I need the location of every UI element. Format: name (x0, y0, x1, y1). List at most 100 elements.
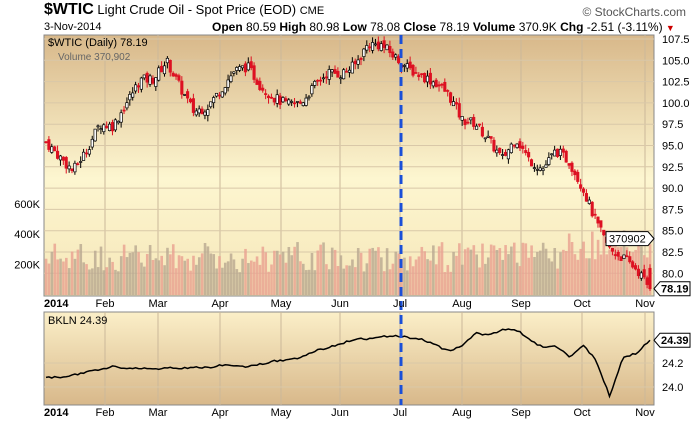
candle-body (188, 98, 193, 103)
volume-bar (99, 246, 103, 295)
candle-body (61, 156, 65, 161)
candle-body (365, 45, 369, 51)
x-tick-label: Jun (331, 407, 349, 419)
candle-body (232, 71, 236, 74)
candle-body (397, 56, 401, 64)
volume-bar (527, 257, 531, 295)
volume-bar (495, 249, 499, 295)
volume-bar (640, 246, 643, 295)
volume-bar (515, 262, 519, 295)
candle-body (495, 149, 499, 154)
candle-body (70, 168, 74, 172)
candle-body (394, 54, 398, 58)
volume-bar (397, 253, 400, 295)
candle-body (67, 165, 71, 170)
volume-bar (151, 259, 155, 295)
x-tick-label: Aug (452, 298, 472, 310)
x-tick-label: Jun (331, 298, 349, 310)
volume-bar (541, 242, 545, 295)
volume-bar (504, 245, 507, 295)
candle-body (628, 256, 632, 263)
candle-body (570, 162, 574, 172)
volume-bar (614, 240, 617, 295)
volume-bar (143, 266, 146, 295)
candle-body (119, 112, 123, 123)
volume-bar (171, 244, 175, 295)
volume-bar (530, 245, 533, 295)
candle-body (151, 77, 155, 84)
candle-body (527, 151, 531, 158)
volume-bar (76, 249, 80, 295)
volume-bar (544, 248, 548, 295)
volume-bar (443, 272, 447, 295)
volume-bar (117, 271, 120, 295)
candle-body (264, 93, 268, 95)
volume-bar (223, 262, 227, 295)
candle-body (532, 167, 536, 169)
candle-body (220, 91, 224, 98)
candle-body (648, 267, 652, 290)
candle-body (379, 43, 383, 51)
candle-body (194, 110, 198, 116)
volume-bar (186, 258, 190, 295)
candle-body (555, 148, 560, 157)
volume-bar (322, 242, 325, 295)
volume-bar (241, 258, 244, 295)
volume-bar (449, 271, 452, 295)
volume-bar (212, 254, 216, 295)
volume-bar (634, 249, 637, 295)
volume-bar (486, 257, 490, 295)
x-tick-label: Oct (573, 407, 590, 419)
volume-bar (183, 260, 187, 295)
price-tick-label: 90.0 (662, 183, 683, 195)
volume-bar (489, 244, 493, 295)
candle-body (217, 94, 221, 97)
volume-bar (114, 269, 117, 295)
candle-body (425, 75, 430, 83)
candle-body (162, 65, 167, 75)
candle-body (154, 77, 158, 87)
candle-body (108, 123, 112, 132)
price-tick-label: 107.5 (662, 34, 690, 46)
candle-body (278, 95, 282, 105)
candle-body (509, 143, 513, 154)
volume-bar (215, 268, 218, 295)
candle-body (356, 59, 360, 65)
candle-body (347, 69, 351, 73)
volume-bar (596, 239, 600, 295)
candle-body (373, 43, 378, 46)
candle-body (411, 64, 415, 76)
candle-body (177, 75, 181, 81)
candle-body (596, 216, 600, 224)
candle-body (165, 57, 169, 64)
candle-body (249, 61, 253, 69)
volume-bar (273, 250, 276, 295)
candle-body (252, 65, 256, 80)
candle-body (382, 40, 386, 48)
volume-bar (169, 254, 172, 295)
x-tick-label: Sep (511, 407, 531, 419)
x-tick-label: Sep (511, 298, 531, 310)
candle-body (402, 65, 406, 67)
volume-bar (507, 254, 510, 295)
candle-body (90, 138, 94, 148)
x-tick-label: Oct (573, 298, 590, 310)
volume-bar (365, 263, 369, 295)
x-tick-label: Nov (635, 298, 655, 310)
candle-body (76, 163, 80, 166)
candle-body (437, 84, 441, 87)
volume-bar (189, 270, 192, 295)
volume-bar (559, 252, 562, 295)
candle-body (168, 59, 172, 73)
volume-bar (382, 271, 386, 295)
volume-bar (119, 256, 123, 295)
volume-bar (342, 268, 346, 295)
volume-bar (197, 257, 201, 295)
last-price-tag: 78.19 (661, 284, 689, 296)
volume-bar (192, 255, 195, 295)
candle-body (446, 90, 450, 92)
candle-body (590, 201, 594, 217)
candle-body (261, 87, 265, 91)
volume-bar (605, 254, 609, 295)
volume-bar (429, 260, 432, 295)
